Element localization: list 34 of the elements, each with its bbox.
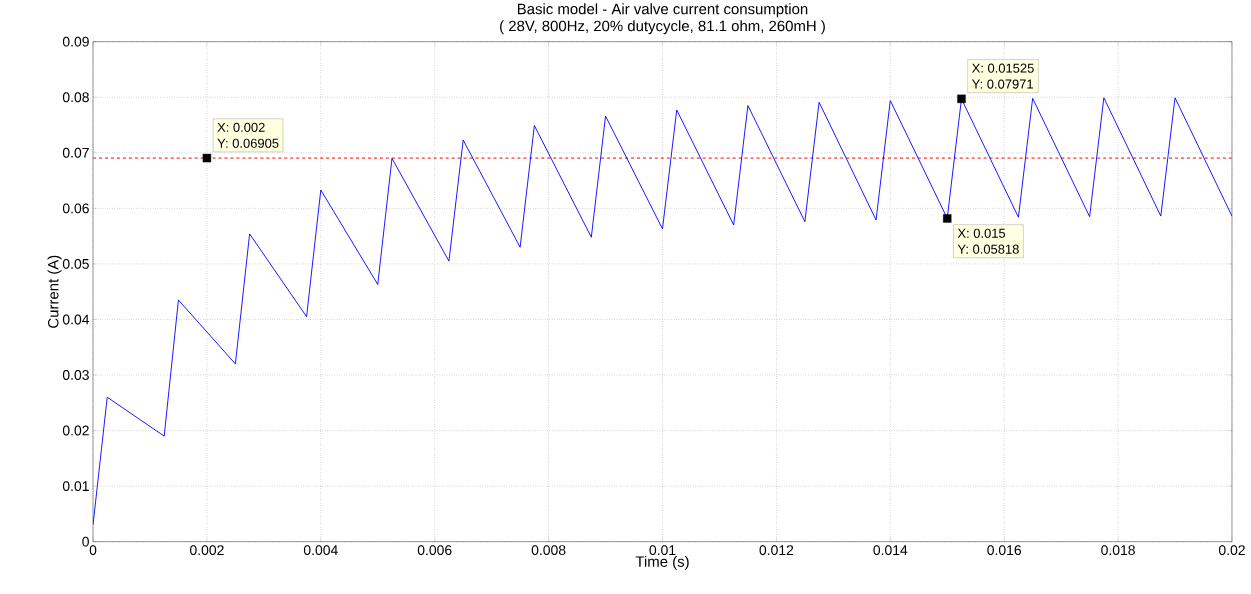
x-tick-label: 0.006 xyxy=(417,545,452,556)
x-axis-title: Time (s) xyxy=(635,556,689,570)
annotation: Y: 0.05818 xyxy=(957,244,1019,254)
y-tick-label: 0.05 xyxy=(62,259,89,269)
y-tick-label: 0.08 xyxy=(62,92,89,103)
x-tick-label: 0.004 xyxy=(303,545,338,556)
chart-title: Basic model - Air valve current consumption xyxy=(517,3,808,18)
y-axis-title: Current (A) xyxy=(47,255,62,329)
point xyxy=(202,154,212,163)
y-tick-label: 0.02 xyxy=(62,425,89,436)
x-tick-label: 0.018 xyxy=(1101,545,1135,556)
x-tick-label: 0.016 xyxy=(987,545,1022,556)
annotation: X: 0.002 xyxy=(217,122,265,133)
point xyxy=(943,214,952,223)
y-tick-label: 0.01 xyxy=(62,481,89,492)
x-tick-label: 0.014 xyxy=(873,545,908,556)
x-tick-label: 0.008 xyxy=(531,545,566,556)
y-tick-label: 0.07 xyxy=(62,148,89,158)
x-tick-label: 0.02 xyxy=(1218,545,1245,556)
y-tick-label: 0 xyxy=(82,536,89,547)
annotation: X: 0.01525 xyxy=(971,63,1034,73)
y-tick-label: 0.04 xyxy=(62,314,90,325)
x-tick-label: 0.012 xyxy=(759,545,794,556)
x-tick-label: 0.002 xyxy=(190,545,224,556)
annotation: X: 0.015 xyxy=(957,228,1006,238)
annotation: Y: 0.07971 xyxy=(971,79,1033,89)
y-tick-label: 0.06 xyxy=(62,203,89,214)
x-tick-label: 0.01 xyxy=(649,545,676,556)
x-tick-label: 0 xyxy=(89,545,97,556)
chart-subtitle: ( 28V, 800Hz, 20% dutycycle, 81.1 ohm, 260mH ) xyxy=(500,20,825,35)
y-tick-label: 0.03 xyxy=(62,370,89,381)
point xyxy=(957,94,966,104)
annotation: Y: 0.06905 xyxy=(217,138,279,149)
y-tick-label: 0.09 xyxy=(62,36,89,47)
